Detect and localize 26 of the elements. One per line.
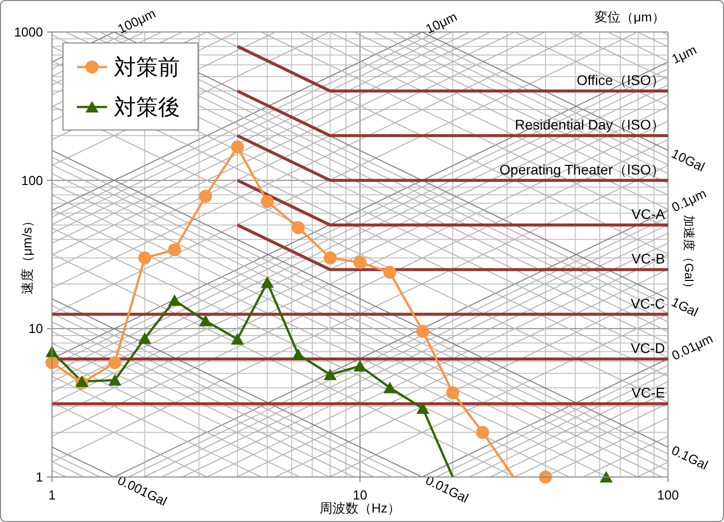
y-tick-label: 10 xyxy=(28,321,43,336)
series-label: Office（ISO） xyxy=(576,72,665,88)
series-label: VC-A xyxy=(632,206,666,222)
y-tick-label: 100 xyxy=(21,172,43,188)
ref-line-label: VC-C xyxy=(630,295,665,312)
text: 10Gal xyxy=(669,146,708,174)
series-label: Operating Theater（ISO） xyxy=(500,161,665,178)
ref-line-label: VC-E xyxy=(632,384,665,401)
text: 1μm xyxy=(669,42,699,67)
legend-label: 対策前 xyxy=(114,54,180,80)
y-axis-title: 速度（μm/s） xyxy=(20,214,34,295)
y2-axis-title: 加速度（Gal） xyxy=(682,215,696,294)
y-tick-label: 1 xyxy=(36,470,43,484)
x-axis-title: 周波数（Hz） xyxy=(320,500,400,516)
legend-label: 対策後 xyxy=(114,94,180,120)
y-tick-label: 1000 xyxy=(14,24,43,40)
ref-line-label: VC-D xyxy=(630,340,665,356)
x2-axis-title: 変位（μm） xyxy=(594,10,665,24)
text: 1Gal xyxy=(669,294,701,320)
series-label: Residential Day（ISO） xyxy=(514,116,665,133)
text: 10μm xyxy=(423,8,460,37)
series-label: VC-B xyxy=(632,250,665,267)
x-tick-label: 10 xyxy=(352,488,368,502)
x-tick-label: 1 xyxy=(48,488,56,502)
x-tick-label: 100 xyxy=(657,488,679,502)
text: 0.1μm xyxy=(669,186,709,215)
